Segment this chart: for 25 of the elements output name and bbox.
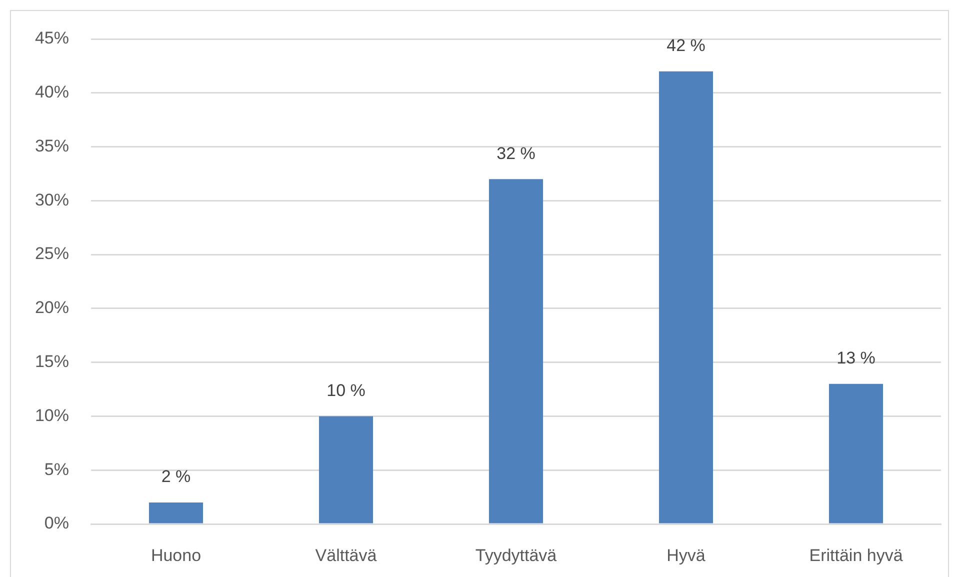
data-label: 2 % (161, 467, 191, 486)
x-tick-label: Välttävä (315, 546, 378, 565)
data-label: 13 % (836, 348, 876, 368)
data-label: 42 % (666, 36, 706, 56)
bar (318, 416, 374, 524)
bar (828, 384, 884, 524)
y-tick-label: 5% (44, 460, 69, 479)
y-tick-label: 0% (44, 514, 69, 533)
x-tick-label: Erittäin hyvä (809, 546, 904, 565)
data-label: 32 % (496, 144, 536, 163)
y-tick-label: 30% (34, 190, 69, 210)
y-tick-label: 45% (34, 28, 69, 48)
y-tick-label: 15% (34, 352, 69, 372)
y-tick-label: 25% (34, 244, 69, 264)
x-tick-label: Huono (150, 546, 202, 565)
y-tick-label: 40% (34, 82, 69, 102)
x-tick-label: Hyvä (666, 546, 706, 565)
x-tick-label: Tyydyttävä (475, 546, 558, 565)
bar (148, 502, 204, 524)
y-tick-label: 35% (34, 136, 69, 156)
y-tick-label: 10% (34, 406, 69, 425)
data-label: 10 % (326, 380, 366, 400)
y-tick-label: 20% (34, 298, 69, 318)
bar (488, 179, 544, 524)
bar (658, 71, 714, 524)
